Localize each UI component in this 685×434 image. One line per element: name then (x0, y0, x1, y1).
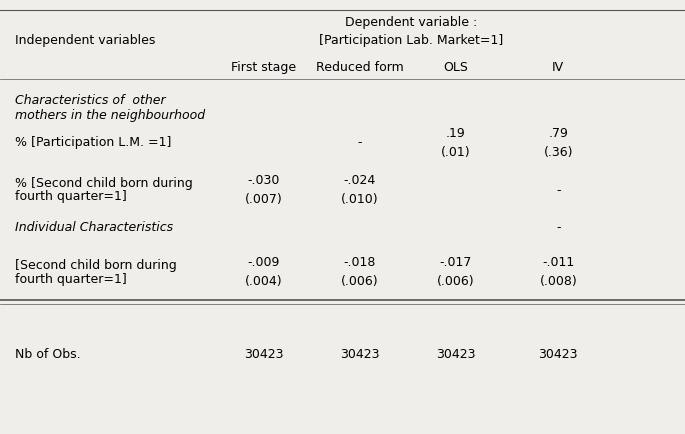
Text: .19: .19 (446, 126, 465, 139)
Text: fourth quarter=1]: fourth quarter=1] (15, 272, 127, 285)
Text: -: - (358, 136, 362, 149)
Text: (.010): (.010) (341, 193, 378, 206)
Text: fourth quarter=1]: fourth quarter=1] (15, 190, 127, 203)
Text: -: - (556, 220, 560, 233)
Text: (.01): (.01) (440, 145, 471, 158)
Text: Nb of Obs.: Nb of Obs. (15, 347, 81, 360)
Text: -.009: -.009 (247, 256, 280, 269)
Text: -: - (556, 183, 560, 196)
Text: [Participation Lab. Market=1]: [Participation Lab. Market=1] (319, 33, 503, 46)
Text: Dependent variable :: Dependent variable : (345, 16, 477, 29)
Text: .79: .79 (548, 126, 569, 139)
Text: -.030: -.030 (247, 174, 280, 187)
Text: (.006): (.006) (341, 275, 378, 288)
Text: -.018: -.018 (343, 256, 376, 269)
Text: 30423: 30423 (244, 347, 284, 360)
Text: -.024: -.024 (343, 174, 376, 187)
Text: First stage: First stage (231, 61, 297, 74)
Text: (.006): (.006) (437, 275, 474, 288)
Text: % [Participation L.M. =1]: % [Participation L.M. =1] (15, 136, 171, 149)
Text: -.011: -.011 (542, 256, 575, 269)
Text: mothers in the neighbourhood: mothers in the neighbourhood (15, 108, 205, 122)
Text: IV: IV (552, 61, 564, 74)
Text: (.008): (.008) (539, 275, 577, 288)
Text: -.017: -.017 (439, 256, 472, 269)
Text: Reduced form: Reduced form (316, 61, 403, 74)
Text: 30423: 30423 (436, 347, 475, 360)
Text: (.36): (.36) (543, 145, 573, 158)
Text: (.007): (.007) (245, 193, 283, 206)
Text: 30423: 30423 (538, 347, 578, 360)
Text: [Second child born during: [Second child born during (15, 258, 177, 271)
Text: OLS: OLS (443, 61, 468, 74)
Text: (.004): (.004) (245, 275, 282, 288)
Text: Individual Characteristics: Individual Characteristics (15, 220, 173, 233)
Text: % [Second child born during: % [Second child born during (15, 177, 192, 190)
Text: 30423: 30423 (340, 347, 379, 360)
Text: Characteristics of  other: Characteristics of other (15, 94, 166, 107)
Text: Independent variables: Independent variables (15, 33, 155, 46)
